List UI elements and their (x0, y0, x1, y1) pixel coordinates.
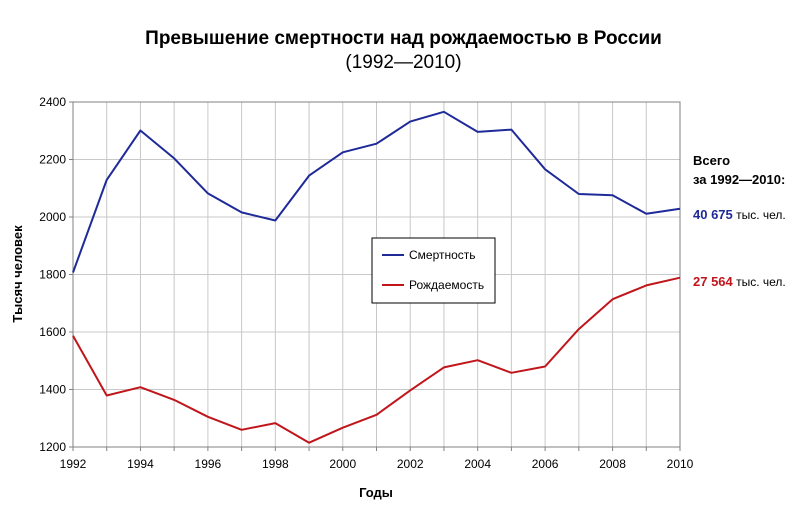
y-tick-label: 1600 (39, 325, 66, 339)
total-births: 27 564 тыс. чел. (693, 274, 786, 289)
totals-heading-line2: за 1992—2010: (693, 172, 786, 187)
y-tick-label: 2400 (39, 95, 66, 109)
chart-title: Превышение смертности над рождаемостью в… (145, 28, 662, 49)
x-tick-label: 2008 (599, 457, 626, 471)
x-axis-title: Годы (359, 485, 393, 500)
x-tick-label: 2000 (329, 457, 356, 471)
total-deaths: 40 675 тыс. чел. (693, 207, 786, 222)
y-tick-label: 2200 (39, 153, 66, 167)
x-tick-label: 2010 (667, 457, 694, 471)
x-tick-label: 2006 (532, 457, 559, 471)
chart-subtitle: (1992—2010) (345, 52, 462, 73)
x-tick-label: 2004 (464, 457, 491, 471)
x-tick-label: 1994 (127, 457, 154, 471)
x-tick-label: 2002 (397, 457, 424, 471)
series-lines (72, 110, 681, 444)
totals-heading-line1: Всего (693, 153, 731, 168)
y-axis-ticks: 1200 1400 1600 1800 2000 2200 2400 (39, 95, 73, 454)
total-births-unit: тыс. чел. (732, 275, 786, 289)
y-tick-label: 1200 (39, 440, 66, 454)
y-tick-label: 1800 (39, 268, 66, 282)
series-line-births (72, 276, 681, 444)
totals-heading: Всего за 1992—2010: (693, 151, 805, 189)
grid-lines (73, 102, 680, 447)
x-tick-label: 1996 (195, 457, 222, 471)
series-line-deaths (72, 110, 681, 273)
x-tick-label: 1998 (262, 457, 289, 471)
y-tick-label: 2000 (39, 210, 66, 224)
y-axis-title: Тысяч человек (10, 225, 25, 323)
total-births-value: 27 564 (693, 274, 733, 289)
x-axis-ticks: 1992 1994 1996 1998 2000 2002 2004 2006 2008 2010 (60, 447, 694, 471)
y-tick-label: 1400 (39, 383, 66, 397)
legend-box (371, 237, 496, 304)
legend-label-deaths: Смертность (409, 248, 476, 262)
total-deaths-unit: тыс. чел. (732, 208, 786, 222)
legend: Смертность Рождаемость (371, 237, 496, 304)
legend-label-births: Рождаемость (409, 278, 484, 292)
total-deaths-value: 40 675 (693, 207, 733, 222)
x-tick-label: 1992 (60, 457, 87, 471)
